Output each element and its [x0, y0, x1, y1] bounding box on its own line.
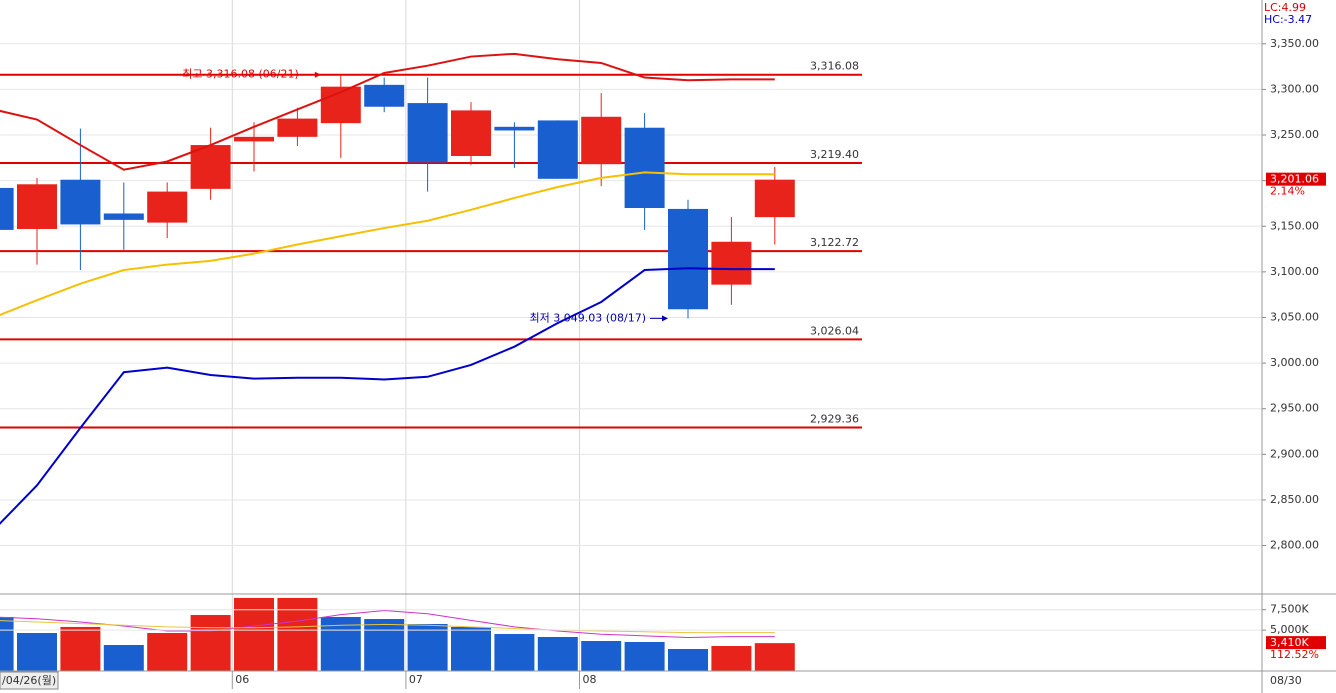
y-tick-label: 2,800.00 — [1270, 539, 1319, 552]
candle-body — [451, 110, 491, 157]
candle-body — [537, 120, 578, 179]
y-tick-label: 3,150.00 — [1270, 219, 1319, 232]
indicator-line — [0, 171, 775, 317]
candle-body — [147, 191, 188, 223]
extreme-arrowhead — [662, 315, 668, 322]
candle-body — [581, 116, 622, 165]
change-label: 2.14% — [1270, 185, 1305, 198]
cursor-date-box — [0, 671, 59, 690]
hc-label: HC:-3.47 — [1264, 13, 1312, 26]
level-label: 3,316.08 — [810, 60, 859, 73]
candle-body — [103, 213, 144, 220]
volume-bar — [494, 633, 535, 671]
candle-body — [60, 179, 101, 225]
volume-bar — [277, 597, 318, 671]
volume-ratio-label: 112.52% — [1270, 648, 1319, 661]
candle-body — [17, 184, 57, 229]
indicator-line — [0, 52, 775, 171]
volume-bar — [624, 641, 665, 671]
extreme-label: 최고 3,316.08 (06/21) — [182, 68, 299, 81]
y-tick-label: 2,850.00 — [1270, 493, 1319, 506]
y-tick-label: 3,050.00 — [1270, 310, 1319, 323]
volume-bar — [581, 641, 622, 671]
y-tick-label: 7,500K — [1270, 603, 1309, 616]
candle-body — [668, 208, 708, 310]
y-tick-label: 2,900.00 — [1270, 447, 1319, 460]
cursor-date: /04/26(월) — [2, 674, 56, 687]
x-tick-label: 07 — [409, 673, 423, 686]
volume-bar — [234, 597, 274, 671]
volume-bar — [668, 649, 708, 671]
x-end-label: 08/30 — [1270, 674, 1302, 687]
extreme-label: 최저 3,049.03 (08/17) — [529, 311, 646, 324]
volume-bar — [407, 624, 448, 671]
level-label: 3,122.72 — [810, 236, 859, 249]
volume-bar — [17, 633, 57, 671]
axes: 0607083,350.003,300.003,250.003,200.003,… — [231, 37, 1326, 689]
y-tick-label: 3,250.00 — [1270, 128, 1319, 141]
last-volume-box — [1266, 636, 1326, 650]
level-label: 3,026.04 — [810, 324, 859, 337]
candle-body — [624, 127, 665, 209]
volume-bar — [60, 626, 101, 671]
volume-bar — [711, 645, 752, 671]
last-price-label: 3,201.06 — [1270, 173, 1319, 186]
level-label: 2,929.36 — [810, 413, 859, 426]
volume-bar — [754, 643, 795, 671]
y-tick-label: 3,350.00 — [1270, 37, 1319, 50]
last-volume-label: 3,410K — [1270, 636, 1309, 649]
candle-body — [234, 136, 274, 142]
y-tick-label: 3,300.00 — [1270, 82, 1319, 95]
last-price-box — [1266, 172, 1326, 186]
volume-bar — [451, 626, 491, 671]
candle-body — [754, 179, 795, 218]
candle-body — [0, 187, 14, 230]
x-tick-label: 06 — [235, 673, 249, 686]
extreme-arrowhead — [314, 71, 321, 78]
volume-bar — [364, 619, 405, 671]
plot-area: 3,316.08 3,219.40 3,122.72 3,026.04 2,929.36… — [0, 0, 1262, 672]
volume-bar — [190, 615, 231, 671]
y-tick-label: 3,100.00 — [1270, 265, 1319, 278]
volume-bar — [147, 633, 188, 671]
x-tick-label: 08 — [583, 673, 597, 686]
volume-bar — [0, 616, 14, 671]
indicator-line — [0, 267, 775, 525]
candle-body — [190, 145, 231, 189]
y-tick-label: 2,950.00 — [1270, 402, 1319, 415]
candle-body — [277, 118, 318, 137]
candle-body — [711, 241, 752, 285]
volume-bar — [537, 637, 578, 671]
candle-body — [494, 126, 535, 131]
level-label: 3,219.40 — [810, 148, 859, 161]
volume-bar — [103, 645, 144, 671]
y-tick-label: 3,000.00 — [1270, 356, 1319, 369]
y-tick-label: 5,000K — [1270, 623, 1309, 636]
candle-body — [364, 84, 405, 107]
indicator-line — [0, 620, 775, 634]
candle-body — [407, 103, 448, 163]
lc-label: LC:4.99 — [1264, 1, 1306, 14]
indicator-line — [0, 610, 775, 638]
